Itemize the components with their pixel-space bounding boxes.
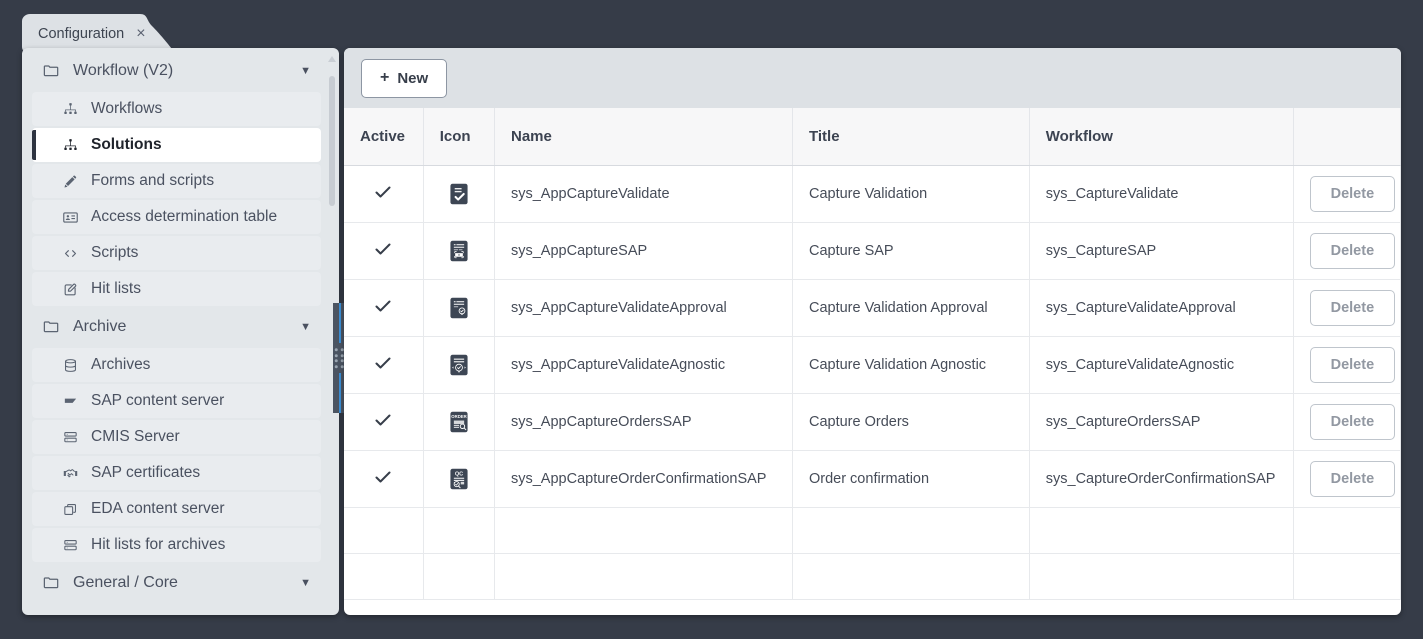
svg-text:QC: QC	[455, 472, 463, 478]
svg-text:ORDER: ORDER	[451, 414, 466, 419]
